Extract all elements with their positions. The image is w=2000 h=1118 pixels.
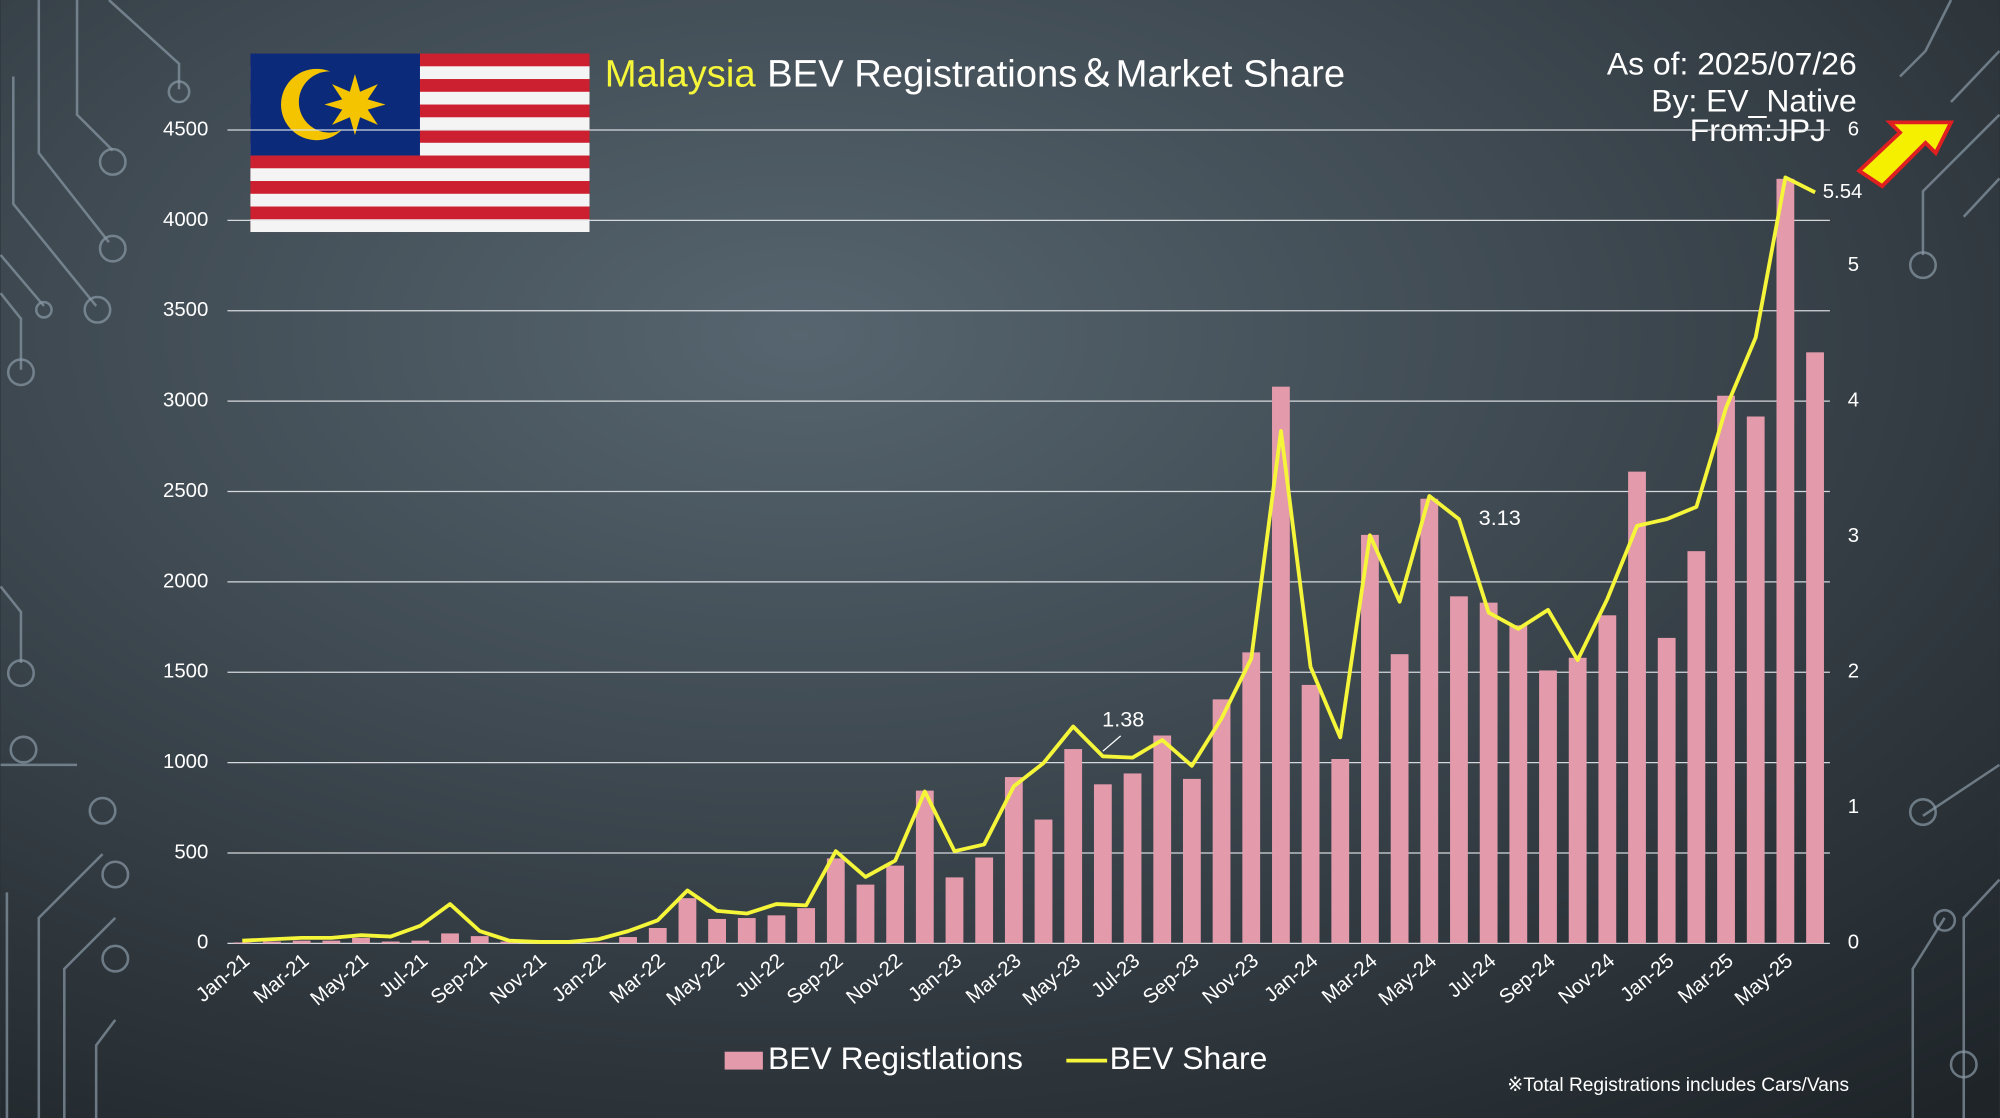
- bar: [1093, 784, 1112, 944]
- bar: [915, 790, 934, 944]
- y2-tick-label: 4: [1848, 390, 1859, 412]
- bar: [1539, 670, 1557, 944]
- y2-tick-label: 1: [1848, 796, 1859, 818]
- bar: [1657, 637, 1676, 944]
- data-label: 5.54: [1823, 181, 1863, 203]
- bar: [1776, 178, 1795, 944]
- bar: [1509, 625, 1528, 944]
- bar: [1717, 395, 1735, 944]
- legend-swatch: [724, 1051, 763, 1070]
- bar: [292, 940, 311, 944]
- note: By: EV_Native: [1651, 83, 1856, 119]
- bar: [1153, 735, 1172, 944]
- title-highlight: Malaysia: [605, 53, 757, 96]
- bar: [411, 940, 430, 944]
- bar: [1064, 749, 1083, 944]
- bar: [1746, 416, 1765, 944]
- bar: [1361, 534, 1379, 944]
- y-tick-label: 4500: [163, 118, 208, 140]
- data-label: 3.13: [1479, 505, 1521, 530]
- bar: [1479, 602, 1498, 944]
- bar: [1004, 777, 1023, 944]
- arrow: [1856, 120, 1955, 189]
- y-tick-label: 3000: [163, 390, 208, 412]
- bar: [263, 941, 281, 944]
- bar: [352, 937, 370, 944]
- bar: [1390, 654, 1409, 944]
- bar: [1598, 615, 1617, 944]
- bar: [1272, 386, 1290, 944]
- flag: [250, 53, 590, 233]
- y-tick-label: 500: [174, 841, 208, 863]
- bar: [886, 865, 905, 944]
- y-tick-label: 2000: [163, 570, 208, 592]
- y-tick-label: 4000: [163, 209, 208, 231]
- bar: [945, 877, 964, 944]
- title-text: BEV Registrations＆Market Share: [767, 53, 1345, 96]
- bar: [648, 927, 667, 944]
- bar: [826, 858, 845, 944]
- legend-label: BEV Share: [1110, 1040, 1268, 1076]
- y-tick-label: 3500: [163, 299, 208, 321]
- bar: [589, 942, 608, 944]
- y-tick-label: 0: [197, 932, 208, 954]
- data-label: 1.38: [1102, 706, 1144, 731]
- line: [242, 175, 1816, 944]
- bar: [619, 937, 637, 944]
- bar: [708, 918, 727, 944]
- bar: [1242, 652, 1261, 944]
- bar: [441, 933, 459, 944]
- bar: [1331, 758, 1350, 944]
- bar: [1301, 684, 1320, 944]
- y2-tick-label: 2: [1848, 661, 1859, 683]
- bar: [678, 898, 697, 944]
- y-tick-label: 1000: [163, 751, 208, 773]
- bar: [975, 857, 994, 944]
- bar: [1212, 699, 1231, 944]
- bar: [856, 884, 875, 944]
- y2-tick-label: 0: [1848, 932, 1859, 954]
- bar: [381, 941, 400, 944]
- footnote: ※Total Registrations includes Cars/Vans: [1507, 1075, 1849, 1096]
- label-leader: [1102, 735, 1122, 752]
- bar: [797, 908, 816, 944]
- bar: [737, 918, 756, 944]
- bar: [233, 942, 252, 944]
- bar: [1123, 773, 1142, 944]
- y2-tick-label: 5: [1848, 254, 1859, 276]
- bar: [1628, 471, 1646, 944]
- bar: [1034, 819, 1053, 944]
- bar: [1806, 352, 1824, 944]
- bar: [1687, 551, 1706, 944]
- bar: [1568, 657, 1587, 944]
- bar: [322, 940, 341, 944]
- bar: [767, 915, 786, 944]
- y2-tick-label: 3: [1848, 525, 1859, 547]
- y2-tick-label: 6: [1848, 118, 1859, 140]
- bar: [1182, 778, 1201, 944]
- legend-label: BEV Registlations: [768, 1040, 1023, 1076]
- y-tick-label: 1500: [163, 661, 208, 683]
- chart-title: Malaysia BEV Registrations＆Market Share: [605, 53, 1345, 96]
- bar: [1420, 498, 1439, 944]
- bar: [470, 936, 489, 944]
- note: As of: 2025/07/26: [1607, 46, 1857, 82]
- bar: [1450, 596, 1468, 944]
- y-tick-label: 2500: [163, 480, 208, 502]
